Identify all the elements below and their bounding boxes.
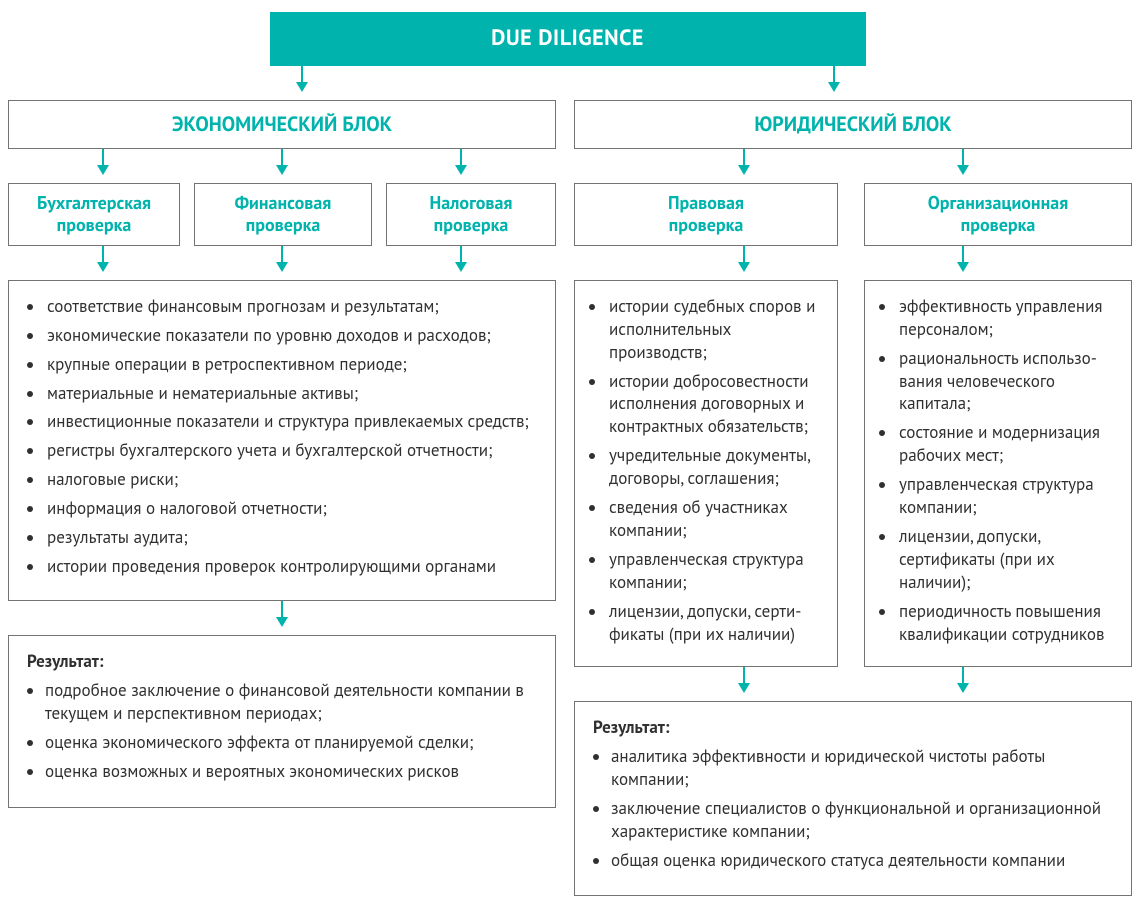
list-item: подробное заключение о финансовой деятел… xyxy=(45,679,537,725)
list-item: оценка возможных и вероятных экономическ… xyxy=(45,760,537,783)
arrow-down-icon xyxy=(738,667,750,693)
block-legal: ЮРИДИЧЕСКИЙ БЛОК xyxy=(574,100,1132,149)
arrow-down-icon xyxy=(296,66,308,92)
list-item: эффективность управления персоналом; xyxy=(897,295,1117,341)
sub-accounting: Бухгалтерская проверка xyxy=(8,183,180,246)
list-item: истории судебных споров и исполнительных… xyxy=(607,295,823,364)
sub-org-label: Организационная проверка xyxy=(928,191,1069,237)
arrow-down-icon xyxy=(455,149,467,175)
econ-result-list: подробное заключение о финансовой деятел… xyxy=(27,679,537,783)
block-legal-label: ЮРИДИЧЕСКИЙ БЛОК xyxy=(754,111,951,137)
list-item: сведения об участниках компании; xyxy=(607,496,823,542)
list-item: экономические показатели по уровню доход… xyxy=(45,324,537,347)
list-item: лицензии, допуски, серти­фикаты (при их … xyxy=(607,600,823,646)
sub-accounting-label: Бухгалтерская проверка xyxy=(37,191,151,237)
list-item: регистры бухгалтерского учета и бухгалте… xyxy=(45,439,537,462)
list-item: информация о налоговой отчетности; xyxy=(45,497,537,520)
arrow-down-icon xyxy=(957,246,969,272)
sub-tax: Налоговая проверка xyxy=(386,183,556,246)
list-item: материальные и нематериальные активы; xyxy=(45,382,537,405)
arrow-down-icon xyxy=(276,149,288,175)
list-item: управленческая структура компании; xyxy=(607,548,823,594)
sub-financial: Финансовая проверка xyxy=(194,183,372,246)
list-item: учредительные документы, договоры, согла… xyxy=(607,444,823,490)
legal-result-label: Результат: xyxy=(593,716,1113,739)
arrow-down-icon xyxy=(957,149,969,175)
sub-legal: Правовая проверка xyxy=(574,183,838,246)
legal-law-items-box: истории судебных споров и исполнительных… xyxy=(574,280,838,667)
legal-law-items-list: истории судебных споров и исполнительных… xyxy=(589,295,823,646)
arrow-down-icon xyxy=(97,149,109,175)
list-item: состояние и модернизация рабочих мест; xyxy=(897,421,1117,467)
legal-result-list: аналитика эффективности и юридической чи… xyxy=(593,745,1113,872)
list-item: соответствие финансовым прогнозам и резу… xyxy=(45,295,537,318)
list-item: лицензии, допуски, сертификаты (при их н… xyxy=(897,525,1117,594)
list-item: заключение специалистов о функциональной… xyxy=(611,797,1113,843)
list-item: налоговые риски; xyxy=(45,468,537,491)
arrow-down-icon xyxy=(738,246,750,272)
list-item: периодичность повышения квалификации сот… xyxy=(897,600,1117,646)
arrow-down-icon xyxy=(957,667,969,693)
block-econ-label: ЭКОНОМИЧЕСКИЙ БЛОК xyxy=(172,111,392,137)
econ-result-box: Результат: подробное заключение о финанс… xyxy=(8,635,556,808)
legal-org-items-box: эффективность управления персоналом; раци… xyxy=(864,280,1132,667)
legal-org-items-list: эффективность управления персоналом; раци… xyxy=(879,295,1117,646)
list-item: управленческая структура компании; xyxy=(897,473,1117,519)
sub-org: Организационная проверка xyxy=(864,183,1132,246)
list-item: истории добросовестности исполнения дого… xyxy=(607,370,823,439)
list-item: истории проведения проверок контролирующ… xyxy=(45,555,537,578)
root-title: DUE DILIGENCE xyxy=(491,24,644,52)
econ-result-label: Результат: xyxy=(27,650,537,673)
list-item: оценка экономического эффекта от планиру… xyxy=(45,731,537,754)
arrow-down-icon xyxy=(738,149,750,175)
arrow-down-icon xyxy=(276,246,288,272)
arrow-down-icon xyxy=(828,66,840,92)
root-title-box: DUE DILIGENCE xyxy=(270,12,866,66)
legal-result-box: Результат: аналитика эффективности и юри… xyxy=(574,701,1132,897)
arrow-down-icon xyxy=(455,246,467,272)
sub-legal-label: Правовая проверка xyxy=(668,191,744,237)
list-item: результаты аудита; xyxy=(45,526,537,549)
sub-financial-label: Финансовая проверка xyxy=(235,191,332,237)
list-item: крупные операции в ретроспективном перио… xyxy=(45,353,537,376)
list-item: рациональность использо­вания человеческ… xyxy=(897,347,1117,416)
arrow-down-icon xyxy=(97,246,109,272)
sub-tax-label: Налоговая проверка xyxy=(430,191,513,237)
econ-items-list: соответствие финансовым прогнозам и резу… xyxy=(27,295,537,578)
diagram-canvas: DUE DILIGENCE ЭКОНОМИЧЕСКИЙ БЛОК Бухгалт… xyxy=(0,0,1135,916)
list-item: общая оценка юридического статуса деятел… xyxy=(611,849,1113,872)
list-item: инвестиционные показатели и структура пр… xyxy=(45,410,537,433)
list-item: аналитика эффективности и юридической чи… xyxy=(611,745,1113,791)
econ-items-box: соответствие финансовым прогнозам и резу… xyxy=(8,280,556,601)
block-econ: ЭКОНОМИЧЕСКИЙ БЛОК xyxy=(8,100,556,149)
arrow-down-icon xyxy=(276,601,288,627)
